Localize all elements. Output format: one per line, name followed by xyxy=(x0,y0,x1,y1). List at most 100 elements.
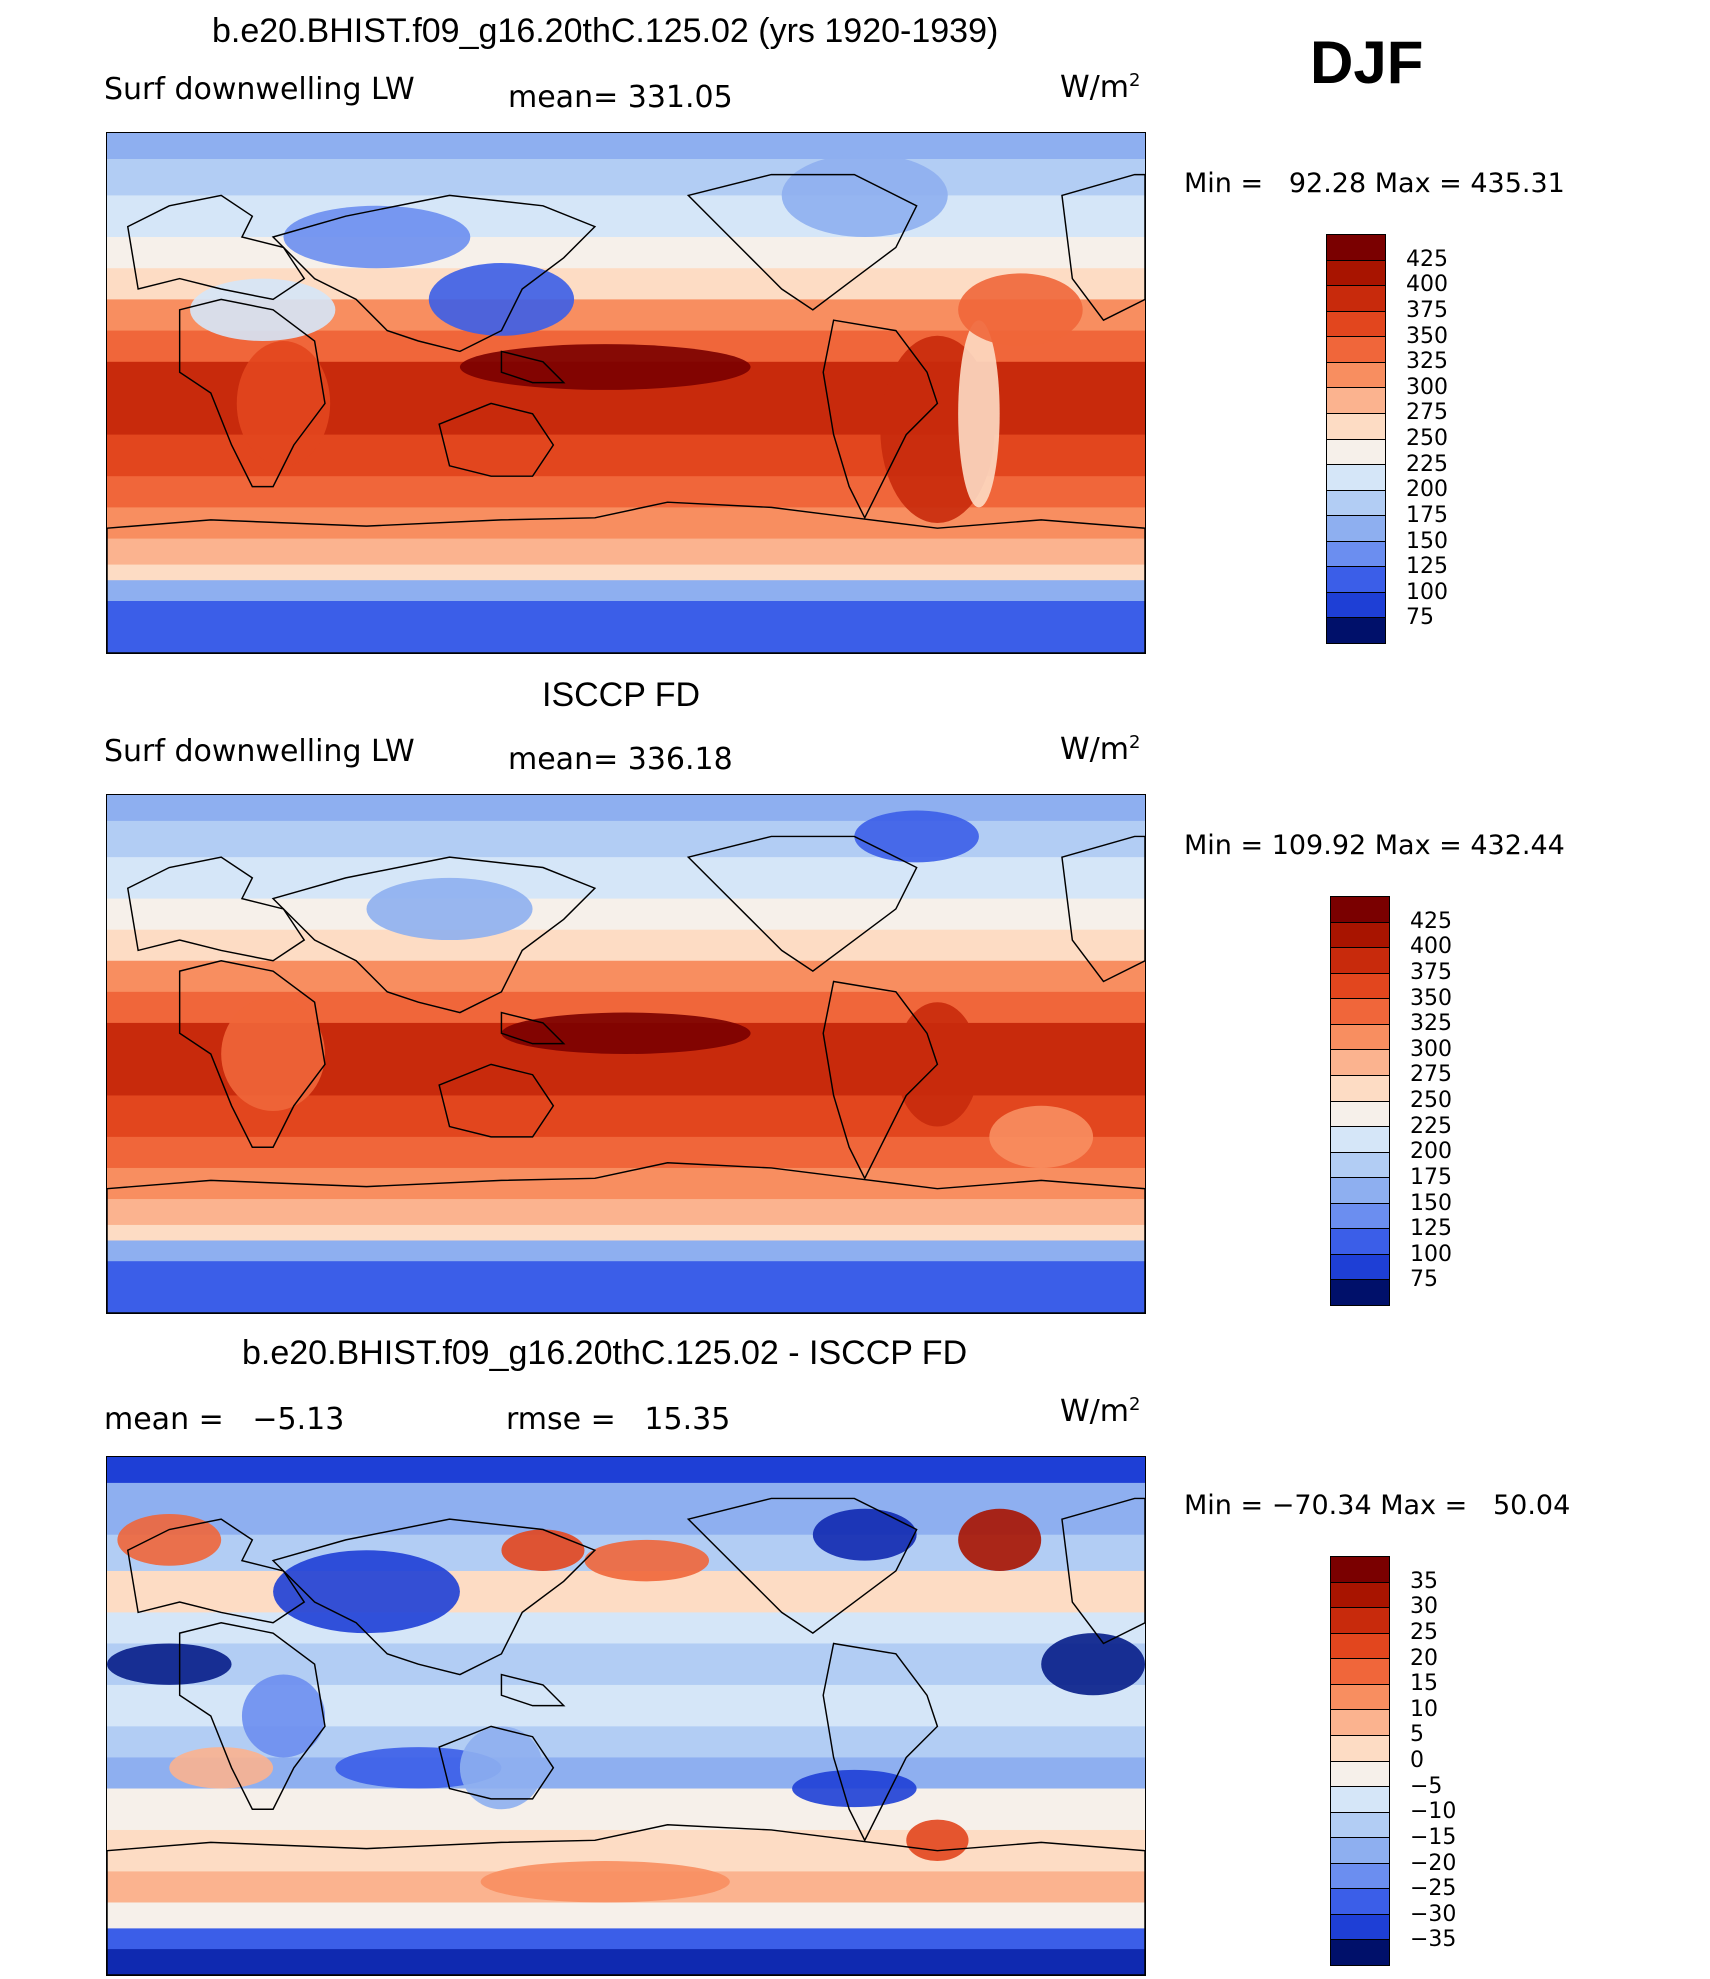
colorbar-tick-label: 125 xyxy=(1410,1216,1452,1242)
latitude-band xyxy=(107,929,1145,962)
coastline xyxy=(271,194,597,353)
colorbar-swatch xyxy=(1331,1735,1389,1762)
latitude-band xyxy=(107,1928,1145,1951)
latitude-band xyxy=(107,1757,1145,1790)
colorbar-swatch xyxy=(1331,1127,1389,1153)
colorbar-tick-label: 225 xyxy=(1410,1113,1452,1139)
map-canvas xyxy=(107,795,1145,1313)
coastline xyxy=(500,1673,566,1707)
coastline xyxy=(107,1162,1145,1313)
field-anomaly xyxy=(1041,1633,1145,1696)
colorbar-swatch xyxy=(1331,1684,1389,1711)
colorbar-tick-label: 425 xyxy=(1410,908,1452,934)
colorbar-tick-label: 275 xyxy=(1410,1062,1452,1088)
colorbar-tick-label: 400 xyxy=(1410,934,1452,960)
field-anomaly xyxy=(501,1529,585,1571)
colorbar-tick-label: 250 xyxy=(1410,1088,1452,1113)
colorbar-tick-label: 100 xyxy=(1410,1241,1452,1267)
latitude-band xyxy=(107,580,1145,603)
colorbar-tick-label: 350 xyxy=(1410,985,1452,1011)
panel3-rmse-label: rmse = 15.35 xyxy=(506,1402,731,1437)
field-anomaly xyxy=(428,263,575,336)
coastline xyxy=(107,1824,1145,1975)
colorbar-swatch xyxy=(1331,999,1389,1025)
colorbar-swatch xyxy=(1331,1659,1389,1685)
colorbar-swatch xyxy=(1331,1024,1389,1051)
coastline xyxy=(686,173,918,311)
panel1-colorbar xyxy=(1326,234,1386,644)
coastline xyxy=(686,1497,918,1635)
colorbar-swatch xyxy=(1331,1787,1389,1813)
colorbar-swatch xyxy=(1331,948,1389,974)
field-anomaly xyxy=(283,205,471,269)
colorbar-swatch xyxy=(1331,1633,1389,1660)
colorbar-swatch xyxy=(1331,1203,1389,1230)
colorbar-tick-label: 375 xyxy=(1410,959,1452,985)
colorbar-swatch xyxy=(1331,922,1389,949)
colorbar-tick-label: 325 xyxy=(1410,1011,1452,1037)
colorbar-swatch xyxy=(1327,388,1385,414)
colorbar-tick-label: 10 xyxy=(1410,1696,1438,1722)
latitude-band xyxy=(107,1643,1145,1686)
latitude-band xyxy=(107,159,1145,197)
coastline xyxy=(438,402,555,477)
panel1-units-label: W/m2 xyxy=(1060,70,1141,105)
colorbar-swatch xyxy=(1331,1608,1389,1634)
panel1-mean-label: mean= 331.05 xyxy=(508,80,733,115)
coastline xyxy=(438,1063,555,1138)
panel1-variable-label: Surf downwelling LW xyxy=(104,72,415,107)
coastline xyxy=(822,980,939,1180)
colorbar-swatch xyxy=(1327,490,1385,517)
field-anomaly xyxy=(236,341,331,466)
latitude-band xyxy=(107,237,1145,270)
latitude-band xyxy=(107,1261,1145,1313)
latitude-band xyxy=(107,1199,1145,1226)
panel2-title: ISCCP FD xyxy=(542,676,701,714)
field-anomaly xyxy=(169,1747,274,1789)
colorbar-tick-label: 5 xyxy=(1410,1722,1424,1748)
colorbar-swatch xyxy=(1327,235,1385,261)
colorbar-swatch xyxy=(1331,1075,1389,1102)
panel3-units-label: W/m2 xyxy=(1060,1394,1141,1429)
panel3-minmax: Min = −70.34 Max = 50.04 xyxy=(1184,1490,1571,1521)
latitude-band xyxy=(107,1612,1145,1645)
colorbar-tick-label: 325 xyxy=(1406,349,1448,375)
field-anomaly xyxy=(854,810,979,863)
colorbar-tick-label: −10 xyxy=(1410,1799,1457,1825)
colorbar-swatch xyxy=(1331,1582,1389,1609)
colorbar-swatch xyxy=(1331,1710,1389,1736)
latitude-band xyxy=(107,1949,1145,1975)
colorbar-swatch xyxy=(1331,1812,1389,1839)
latitude-band xyxy=(107,195,1145,239)
panel1-minmax: Min = 92.28 Max = 435.31 xyxy=(1184,168,1565,199)
field-anomaly xyxy=(501,1012,751,1054)
coastline xyxy=(1061,835,1145,983)
colorbar-tick-label: 175 xyxy=(1410,1164,1452,1190)
coastline xyxy=(500,1011,566,1045)
colorbar-tick-label: 150 xyxy=(1406,528,1448,554)
colorbar-swatch xyxy=(1327,413,1385,440)
colorbar-swatch xyxy=(1331,1178,1389,1204)
colorbar-swatch xyxy=(1327,311,1385,338)
colorbar-tick-label: 375 xyxy=(1406,297,1448,323)
coastline xyxy=(438,1725,555,1800)
map-canvas xyxy=(107,133,1145,653)
latitude-band xyxy=(107,1457,1145,1484)
colorbar-swatch xyxy=(1327,362,1385,389)
field-anomaly xyxy=(273,1550,460,1634)
coastline xyxy=(178,960,326,1148)
latitude-band xyxy=(107,1224,1145,1242)
latitude-band xyxy=(107,507,1145,540)
coastline xyxy=(1061,173,1145,322)
colorbar-swatch xyxy=(1331,1761,1389,1788)
colorbar-tick-label: 20 xyxy=(1410,1645,1438,1671)
panel2-variable-label: Surf downwelling LW xyxy=(104,734,415,769)
field-anomaly xyxy=(459,1726,543,1810)
latitude-band xyxy=(107,898,1145,931)
colorbar-tick-label: 150 xyxy=(1410,1190,1452,1216)
colorbar-tick-label: 30 xyxy=(1410,1594,1438,1620)
colorbar-tick-label: 425 xyxy=(1406,246,1448,272)
colorbar-tick-label: 300 xyxy=(1410,1036,1452,1062)
colorbar-swatch xyxy=(1327,567,1385,593)
panel1-title: b.e20.BHIST.f09_g16.20thC.125.02 (yrs 19… xyxy=(212,12,999,50)
